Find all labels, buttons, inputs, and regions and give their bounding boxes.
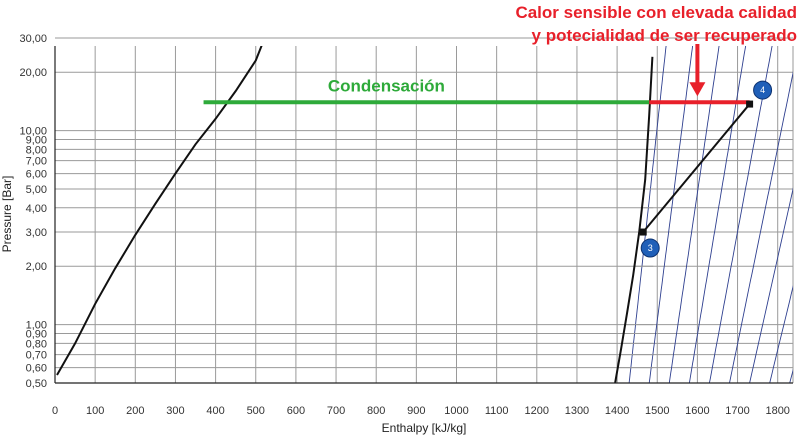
y-axis-title: Pressure [Bar] (0, 176, 14, 253)
isentrope-line (668, 46, 720, 383)
x-tick-label: 900 (407, 405, 425, 417)
x-tick-label: 100 (86, 405, 104, 417)
state-point-badge (640, 238, 660, 258)
isentrope-line (749, 187, 793, 383)
axes: 0 100 200 300 400 500 600 700 800 900 1000 1100 1200… (19, 33, 793, 417)
isentrope-line (769, 284, 793, 383)
y-tick-label: 8,00 (26, 144, 47, 156)
y-tick-label: 0,70 (26, 350, 47, 362)
y-tick-label: 20,00 (19, 67, 47, 79)
two-phase-mask (55, 46, 653, 383)
y-tick-label: 4,00 (26, 203, 47, 215)
x-tick-label: 1700 (725, 405, 749, 417)
x-tick-label: 1400 (605, 405, 629, 417)
annotation-arrow-head (689, 82, 706, 97)
y-tick-label: 1,00 (26, 320, 47, 332)
compression-line (642, 103, 751, 233)
x-tick-label: 600 (287, 405, 305, 417)
x-tick-label: 1800 (765, 405, 789, 417)
y-tick-label: 0,50 (26, 378, 47, 390)
state-point-label: 3 (648, 243, 653, 253)
x-tick-label: 1300 (565, 405, 589, 417)
y-tick-label: 5,00 (26, 184, 47, 196)
annotation-text-line: Calor sensible con elevada calidad (515, 3, 797, 22)
isentrope-line (688, 46, 747, 383)
isentrope-line (708, 46, 773, 383)
y-tick-label: 7,00 (26, 156, 47, 168)
annotations: Condensación 3 4 Calor sensible con elevada… (203, 3, 797, 258)
annotation-text-line: y potecialidad de ser recuperado (532, 26, 797, 45)
x-tick-label: 1100 (485, 405, 509, 417)
y-tick-label: 0,60 (26, 363, 47, 375)
x-axis-title: Enthalpy [kJ/kg] (382, 421, 467, 435)
x-tick-label: 1000 (444, 405, 468, 417)
saturated-vapor-curve (614, 56, 654, 383)
x-tick-label: 200 (126, 405, 144, 417)
state-point-label: 4 (760, 85, 765, 95)
condensation-label: Condensación (328, 76, 445, 95)
x-tick-label: 1500 (645, 405, 669, 417)
y-tick-label: 9,00 (26, 134, 47, 146)
y-tick-label: 30,00 (19, 33, 47, 45)
x-tick-label: 700 (327, 405, 345, 417)
isentrope-line (648, 46, 694, 383)
isentrope-line (729, 70, 793, 383)
x-tick-label: 400 (206, 405, 224, 417)
state-point-badge (753, 80, 773, 100)
y-tick-label: 6,00 (26, 169, 47, 181)
x-tick-label: 300 (166, 405, 184, 417)
y-tick-label: 2,00 (26, 261, 47, 273)
isentrope-line (628, 46, 667, 383)
state-point-marker (639, 228, 647, 236)
x-tick-label: 0 (52, 405, 58, 417)
y-tick-label: 10,00 (19, 126, 47, 138)
x-tick-label: 500 (247, 405, 265, 417)
y-tick-label: 3,00 (26, 227, 47, 239)
state-point-marker (746, 100, 754, 108)
curves (55, 46, 793, 383)
grid-overlay (55, 46, 654, 383)
x-tick-label: 1600 (685, 405, 709, 417)
saturated-liquid-curve (56, 46, 263, 376)
y-tick-label: 0,80 (26, 338, 47, 350)
x-tick-label: 800 (367, 405, 385, 417)
y-tick-label: 0,90 (26, 328, 47, 340)
x-tick-label: 1200 (525, 405, 549, 417)
